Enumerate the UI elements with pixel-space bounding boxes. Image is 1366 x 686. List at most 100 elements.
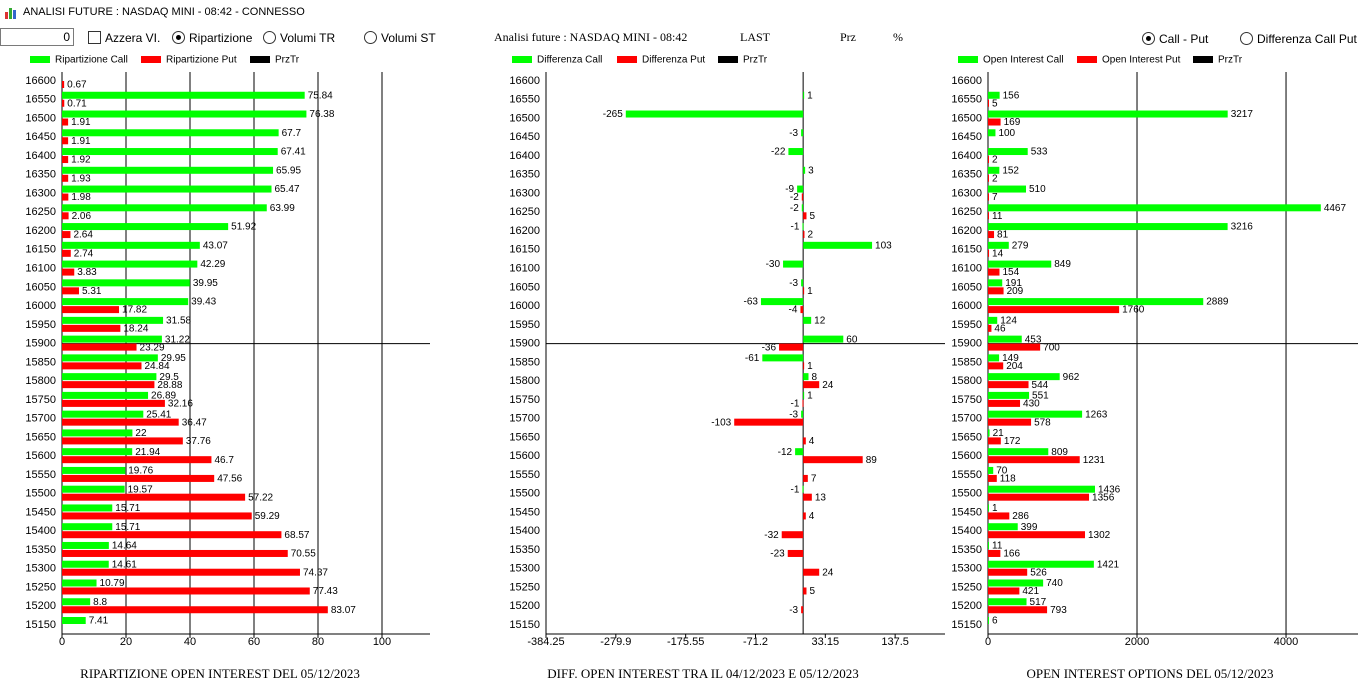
bar: [988, 99, 989, 107]
strike-label: 15600: [951, 450, 982, 462]
value-label: 14.64: [112, 541, 137, 552]
bar: [988, 223, 1228, 231]
value-label: 510: [1029, 184, 1046, 195]
bar: [800, 306, 804, 314]
strike-label: 16600: [509, 75, 540, 87]
value-label: 1.98: [71, 192, 91, 203]
value-label: 12: [814, 316, 826, 327]
strike-label: 16000: [509, 300, 540, 312]
bar: [783, 260, 804, 268]
value-label: 578: [1034, 417, 1051, 428]
x-tick-label: 100: [373, 636, 391, 648]
bar: [988, 512, 1010, 520]
radio-label: Differenza Call Put: [1257, 32, 1357, 46]
value-label: -23: [770, 549, 785, 560]
value-label: 1: [807, 391, 813, 402]
strike-label: 16450: [509, 131, 540, 143]
value-label: 1421: [1097, 559, 1120, 570]
call-put-radio[interactable]: Call - Put: [1142, 32, 1208, 46]
strike-label: 15900: [509, 338, 540, 350]
bar: [62, 137, 69, 145]
value-label: 2.74: [74, 248, 94, 259]
strike-label: 15650: [509, 431, 540, 443]
value-label: 26.89: [151, 391, 176, 402]
bar: [988, 268, 1000, 276]
value-label: 149: [1002, 353, 1019, 364]
strike-label: 16050: [25, 281, 56, 293]
strike-label: 16150: [509, 244, 540, 256]
strike-label: 15750: [951, 394, 982, 406]
bar: [988, 606, 1048, 614]
bar: [62, 335, 162, 343]
strike-label: 16250: [509, 206, 540, 218]
value-label: 29.95: [161, 353, 186, 364]
value-label: 10.79: [100, 578, 125, 589]
bar: [988, 279, 1003, 287]
strike-label: 15350: [509, 544, 540, 556]
value-label: 209: [1007, 286, 1024, 297]
value-label: -22: [771, 147, 786, 158]
bar: [988, 456, 1080, 464]
header-prz: Prz: [840, 30, 856, 44]
number-input[interactable]: 0: [0, 28, 74, 46]
bar: [988, 362, 1004, 370]
bar: [779, 343, 804, 351]
bar: [988, 231, 995, 239]
bar: [62, 579, 97, 587]
bar: [62, 118, 69, 126]
azzera-checkbox[interactable]: Azzera VI.: [88, 31, 160, 45]
bar: [988, 617, 989, 624]
value-label: 57.22: [248, 492, 273, 503]
value-label: 152: [1002, 165, 1019, 176]
bar: [62, 391, 149, 399]
value-label: 42.29: [200, 259, 225, 270]
value-label: 700: [1043, 342, 1060, 353]
bar: [988, 212, 989, 220]
value-label: -1: [791, 484, 800, 495]
value-label: 1231: [1083, 455, 1106, 466]
value-label: 4467: [1324, 203, 1347, 214]
bar: [803, 437, 806, 445]
legend-label: Ripartizione Put: [166, 55, 237, 66]
window-title: ANALISI FUTURE : NASDAQ MINI - 08:42 - C…: [23, 6, 305, 18]
strike-label: 15200: [25, 600, 56, 612]
x-tick-label: -279.9: [600, 636, 631, 648]
bar: [988, 523, 1018, 531]
bar: [988, 129, 996, 137]
bar: [988, 118, 1001, 126]
value-label: 31.22: [165, 334, 190, 345]
strike-label: 16500: [951, 112, 982, 124]
bar: [787, 549, 804, 557]
bar: [988, 474, 997, 482]
strike-label: 16200: [509, 225, 540, 237]
value-label: 39.95: [193, 278, 218, 289]
strike-label: 16200: [951, 225, 982, 237]
bar: [62, 598, 91, 606]
bar: [988, 260, 1052, 268]
value-label: 5.31: [82, 286, 102, 297]
strike-label: 15850: [509, 356, 540, 368]
value-label: -12: [778, 447, 793, 458]
bar: [988, 316, 998, 324]
bar: [988, 381, 1029, 389]
strike-label: 15400: [509, 525, 540, 537]
differenza-radio[interactable]: Differenza Call Put: [1240, 32, 1357, 46]
value-label: 1760: [1122, 305, 1145, 316]
strike-label: 15800: [951, 375, 982, 387]
bar: [62, 362, 142, 370]
value-label: 1263: [1085, 409, 1108, 420]
bar: [62, 129, 279, 137]
strike-label: 15850: [951, 356, 982, 368]
volumi-tr-radio[interactable]: Volumi TR: [263, 31, 335, 45]
bar: [62, 166, 274, 174]
bar: [788, 148, 804, 156]
value-label: 24: [822, 380, 834, 391]
strike-label: 15700: [25, 413, 56, 425]
volumi-st-radio[interactable]: Volumi ST: [364, 31, 436, 45]
strike-label: 16550: [509, 94, 540, 106]
strike-label: 16100: [25, 262, 56, 274]
value-label: 1.91: [71, 136, 91, 147]
strike-label: 16500: [25, 112, 56, 124]
value-label: 1: [807, 286, 813, 297]
ripartizione-radio[interactable]: Ripartizione: [172, 31, 252, 45]
